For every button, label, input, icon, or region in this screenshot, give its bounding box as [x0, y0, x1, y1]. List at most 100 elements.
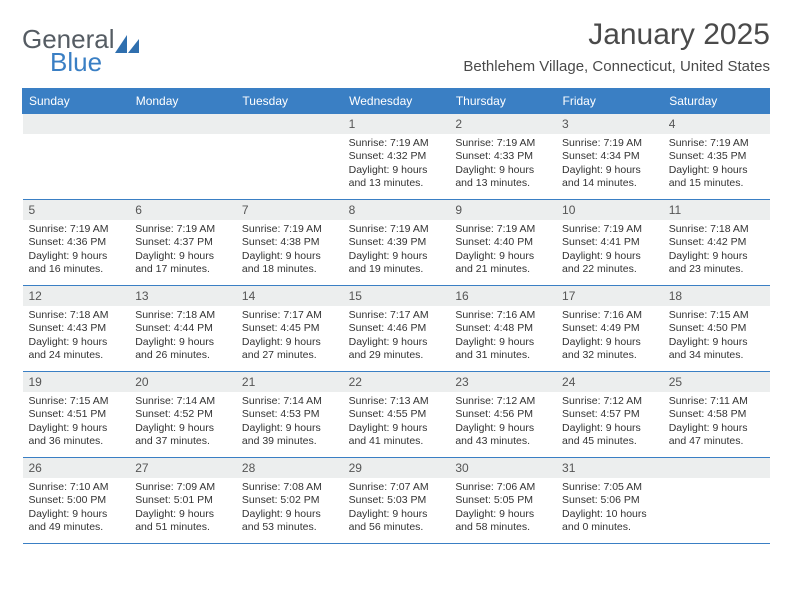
day-daylight2: and 23 minutes.: [669, 263, 764, 276]
day-daylight1: Daylight: 9 hours: [135, 336, 230, 349]
day-daylight2: and 21 minutes.: [455, 263, 550, 276]
day-number: 25: [663, 372, 770, 392]
day-body: Sunrise: 7:19 AMSunset: 4:41 PMDaylight:…: [556, 220, 663, 281]
day-sunset: Sunset: 4:52 PM: [135, 408, 230, 421]
day-number: 14: [236, 286, 343, 306]
calendar-day: 4Sunrise: 7:19 AMSunset: 4:35 PMDaylight…: [663, 114, 770, 200]
day-sunset: Sunset: 4:43 PM: [29, 322, 124, 335]
calendar-day: 5Sunrise: 7:19 AMSunset: 4:36 PMDaylight…: [23, 200, 130, 286]
day-sunset: Sunset: 4:57 PM: [562, 408, 657, 421]
day-daylight1: Daylight: 9 hours: [455, 336, 550, 349]
day-sunrise: Sunrise: 7:19 AM: [349, 223, 444, 236]
day-body: [23, 134, 130, 184]
day-body: Sunrise: 7:13 AMSunset: 4:55 PMDaylight:…: [343, 392, 450, 453]
calendar-week: 5Sunrise: 7:19 AMSunset: 4:36 PMDaylight…: [23, 200, 770, 286]
calendar-day: 28Sunrise: 7:08 AMSunset: 5:02 PMDayligh…: [236, 458, 343, 544]
day-daylight2: and 16 minutes.: [29, 263, 124, 276]
day-body: Sunrise: 7:18 AMSunset: 4:43 PMDaylight:…: [23, 306, 130, 367]
day-sunrise: Sunrise: 7:19 AM: [242, 223, 337, 236]
day-sunset: Sunset: 5:00 PM: [29, 494, 124, 507]
day-daylight2: and 43 minutes.: [455, 435, 550, 448]
day-header: Sunday: [23, 89, 130, 114]
day-sunset: Sunset: 4:49 PM: [562, 322, 657, 335]
day-body: Sunrise: 7:19 AMSunset: 4:32 PMDaylight:…: [343, 134, 450, 195]
day-number: [236, 114, 343, 134]
day-number: [23, 114, 130, 134]
day-daylight1: Daylight: 9 hours: [349, 250, 444, 263]
day-daylight2: and 17 minutes.: [135, 263, 230, 276]
day-daylight2: and 0 minutes.: [562, 521, 657, 534]
calendar-day: 8Sunrise: 7:19 AMSunset: 4:39 PMDaylight…: [343, 200, 450, 286]
day-number: 5: [23, 200, 130, 220]
calendar-day: 7Sunrise: 7:19 AMSunset: 4:38 PMDaylight…: [236, 200, 343, 286]
day-number: 29: [343, 458, 450, 478]
day-daylight2: and 51 minutes.: [135, 521, 230, 534]
calendar-day: 13Sunrise: 7:18 AMSunset: 4:44 PMDayligh…: [129, 286, 236, 372]
day-body: Sunrise: 7:12 AMSunset: 4:56 PMDaylight:…: [449, 392, 556, 453]
day-number: 13: [129, 286, 236, 306]
day-number: 9: [449, 200, 556, 220]
day-header: Thursday: [449, 89, 556, 114]
day-daylight2: and 41 minutes.: [349, 435, 444, 448]
day-sunrise: Sunrise: 7:07 AM: [349, 481, 444, 494]
day-body: Sunrise: 7:17 AMSunset: 4:46 PMDaylight:…: [343, 306, 450, 367]
day-body: Sunrise: 7:09 AMSunset: 5:01 PMDaylight:…: [129, 478, 236, 539]
day-body: Sunrise: 7:05 AMSunset: 5:06 PMDaylight:…: [556, 478, 663, 539]
calendar-week: 19Sunrise: 7:15 AMSunset: 4:51 PMDayligh…: [23, 372, 770, 458]
day-daylight2: and 13 minutes.: [349, 177, 444, 190]
day-sunrise: Sunrise: 7:11 AM: [669, 395, 764, 408]
day-sunrise: Sunrise: 7:17 AM: [242, 309, 337, 322]
day-daylight1: Daylight: 9 hours: [29, 422, 124, 435]
day-sunrise: Sunrise: 7:19 AM: [669, 137, 764, 150]
day-body: Sunrise: 7:16 AMSunset: 4:49 PMDaylight:…: [556, 306, 663, 367]
calendar-day: 6Sunrise: 7:19 AMSunset: 4:37 PMDaylight…: [129, 200, 236, 286]
day-daylight2: and 45 minutes.: [562, 435, 657, 448]
calendar-day: 30Sunrise: 7:06 AMSunset: 5:05 PMDayligh…: [449, 458, 556, 544]
day-daylight2: and 34 minutes.: [669, 349, 764, 362]
day-number: 23: [449, 372, 556, 392]
day-sunset: Sunset: 4:53 PM: [242, 408, 337, 421]
day-sunrise: Sunrise: 7:16 AM: [562, 309, 657, 322]
calendar-day: 12Sunrise: 7:18 AMSunset: 4:43 PMDayligh…: [23, 286, 130, 372]
day-body: Sunrise: 7:10 AMSunset: 5:00 PMDaylight:…: [23, 478, 130, 539]
calendar-day: 23Sunrise: 7:12 AMSunset: 4:56 PMDayligh…: [449, 372, 556, 458]
day-daylight1: Daylight: 9 hours: [135, 250, 230, 263]
day-sunset: Sunset: 4:51 PM: [29, 408, 124, 421]
day-daylight2: and 37 minutes.: [135, 435, 230, 448]
day-daylight1: Daylight: 9 hours: [455, 422, 550, 435]
day-sunrise: Sunrise: 7:10 AM: [29, 481, 124, 494]
calendar-day: 19Sunrise: 7:15 AMSunset: 4:51 PMDayligh…: [23, 372, 130, 458]
day-number: 16: [449, 286, 556, 306]
day-daylight2: and 18 minutes.: [242, 263, 337, 276]
day-number: 26: [23, 458, 130, 478]
calendar-day: 11Sunrise: 7:18 AMSunset: 4:42 PMDayligh…: [663, 200, 770, 286]
day-body: Sunrise: 7:07 AMSunset: 5:03 PMDaylight:…: [343, 478, 450, 539]
day-daylight1: Daylight: 9 hours: [349, 508, 444, 521]
day-body: Sunrise: 7:17 AMSunset: 4:45 PMDaylight:…: [236, 306, 343, 367]
day-body: [129, 134, 236, 184]
day-header: Tuesday: [236, 89, 343, 114]
day-sunrise: Sunrise: 7:14 AM: [135, 395, 230, 408]
day-daylight1: Daylight: 9 hours: [562, 164, 657, 177]
day-body: Sunrise: 7:16 AMSunset: 4:48 PMDaylight:…: [449, 306, 556, 367]
calendar-day: 2Sunrise: 7:19 AMSunset: 4:33 PMDaylight…: [449, 114, 556, 200]
day-body: Sunrise: 7:11 AMSunset: 4:58 PMDaylight:…: [663, 392, 770, 453]
day-daylight1: Daylight: 9 hours: [562, 336, 657, 349]
day-sunset: Sunset: 4:36 PM: [29, 236, 124, 249]
calendar-table: SundayMondayTuesdayWednesdayThursdayFrid…: [22, 88, 770, 544]
day-body: Sunrise: 7:06 AMSunset: 5:05 PMDaylight:…: [449, 478, 556, 539]
logo: General Blue: [22, 24, 141, 78]
day-number: 12: [23, 286, 130, 306]
logo-word2: Blue: [50, 47, 102, 77]
day-daylight1: Daylight: 10 hours: [562, 508, 657, 521]
day-sunset: Sunset: 4:34 PM: [562, 150, 657, 163]
day-number: 24: [556, 372, 663, 392]
day-number: 22: [343, 372, 450, 392]
day-sunset: Sunset: 4:37 PM: [135, 236, 230, 249]
day-daylight1: Daylight: 9 hours: [29, 250, 124, 263]
day-sunset: Sunset: 4:48 PM: [455, 322, 550, 335]
day-daylight1: Daylight: 9 hours: [242, 250, 337, 263]
day-number: 27: [129, 458, 236, 478]
day-number: 10: [556, 200, 663, 220]
day-number: 6: [129, 200, 236, 220]
